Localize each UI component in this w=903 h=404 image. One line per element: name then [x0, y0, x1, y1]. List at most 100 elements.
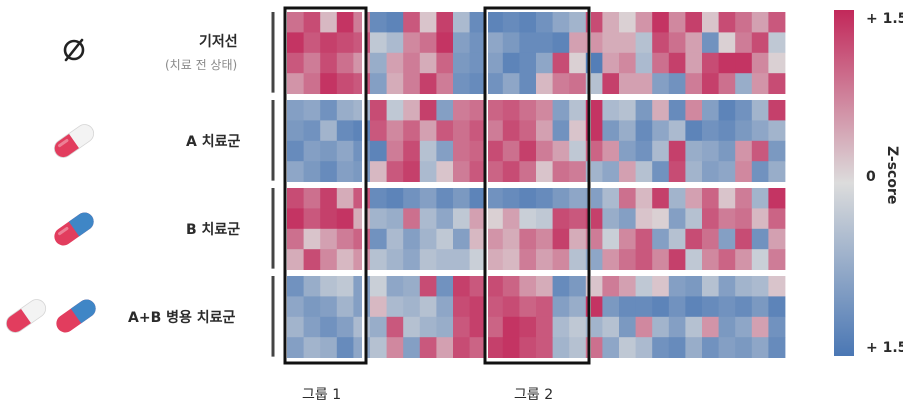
heatmap-cell [536, 188, 553, 209]
heatmap-cell [702, 228, 719, 250]
heatmap-cell [502, 276, 520, 297]
heatmap-cell [536, 73, 553, 94]
heatmap-cell [552, 140, 570, 162]
heatmap-cell [469, 276, 487, 297]
heatmap-cell [751, 296, 769, 318]
heatmap-cell [552, 296, 570, 318]
heatmap-cell [336, 296, 354, 318]
heatmap-cell [536, 140, 553, 162]
heatmap-cell [336, 188, 354, 209]
heatmap-cell [386, 100, 404, 121]
heatmap-cell [403, 228, 421, 250]
heatmap-cell [436, 296, 454, 318]
heatmap-cell [536, 316, 553, 338]
heatmap-cell [735, 208, 753, 230]
heatmap-cell [635, 188, 653, 209]
heatmap-cell [685, 140, 703, 162]
row-label-a: A 치료군 [186, 134, 241, 150]
heatmap-cell [751, 188, 769, 209]
heatmap-cell [486, 296, 504, 318]
heatmap-cell [569, 32, 587, 54]
heatmap-cell [486, 249, 504, 270]
heatmap-cell [635, 73, 653, 94]
heatmap-cell [718, 337, 736, 358]
heatmap-cell [287, 208, 304, 230]
heatmap-cell [619, 161, 636, 182]
heatmap-cell [386, 73, 404, 94]
heatmap-cell [403, 52, 421, 74]
colorbar-title: Z-score [884, 146, 900, 205]
heatmap-cell [652, 276, 670, 297]
heatmap-cell [486, 208, 504, 230]
heatmap-cell [353, 276, 371, 297]
heatmap-cell [419, 316, 437, 338]
heatmap-cell [552, 249, 570, 270]
heatmap-cell [486, 73, 504, 94]
heatmap-cell [602, 100, 620, 121]
heatmap-cell [519, 337, 537, 358]
heatmap-cell [353, 316, 371, 338]
heatmap-cell [685, 32, 703, 54]
heatmap-cell [436, 249, 454, 270]
heatmap-cell [602, 208, 620, 230]
heatmap-cell [619, 296, 636, 318]
heatmap-cell [718, 73, 736, 94]
heatmap-cell [502, 337, 520, 358]
heatmap-cell [536, 32, 553, 54]
heatmap-cell [619, 276, 636, 297]
heatmap-cell [419, 52, 437, 74]
group-label-2: 그룹 2 [514, 387, 554, 403]
heatmap-cell [635, 32, 653, 54]
heatmap-cell [386, 228, 404, 250]
heatmap-cell [287, 337, 304, 358]
heatmap-cell [519, 12, 537, 33]
heatmap-cell [635, 296, 653, 318]
heatmap-cell [619, 188, 636, 209]
heatmap-cell [668, 276, 686, 297]
heatmap-cell [652, 188, 670, 209]
white-red-capsule-icon [46, 118, 102, 168]
heatmap-cell [668, 140, 686, 162]
heatmap-cell [685, 52, 703, 74]
heatmap-cell [702, 140, 719, 162]
heatmap-cell [519, 296, 537, 318]
heatmap-cell [668, 73, 686, 94]
heatmap-cell [718, 140, 736, 162]
heatmap-cell [419, 208, 437, 230]
heatmap-cell [469, 32, 487, 54]
heatmap-cell [353, 140, 371, 162]
heatmap-cell [668, 228, 686, 250]
heatmap-cell [735, 120, 753, 142]
heatmap-cell [486, 140, 504, 162]
heatmap-cell [370, 32, 387, 54]
heatmap-cell [370, 100, 387, 121]
heatmap-cell [469, 140, 487, 162]
heatmap-cell [735, 188, 753, 209]
heatmap-cell [370, 337, 387, 358]
heatmap-cell [486, 100, 504, 121]
heatmap-cell [320, 228, 338, 250]
heatmap-cell [768, 188, 786, 209]
empty-set-icon [58, 34, 90, 70]
heatmap-cell [602, 161, 620, 182]
heatmap-cell [685, 337, 703, 358]
heatmap-cell [386, 208, 404, 230]
heatmap-cell [436, 140, 454, 162]
group-label-1: 그룹 1 [302, 387, 342, 403]
heatmap-cell [403, 316, 421, 338]
heatmap-cell [519, 188, 537, 209]
heatmap-cell [768, 228, 786, 250]
heatmap-cell [320, 52, 338, 74]
group-box-1 [283, 6, 368, 365]
heatmap-cell [303, 296, 321, 318]
heatmap-cell [602, 73, 620, 94]
heatmap-cell [453, 52, 470, 74]
heatmap-cell [685, 316, 703, 338]
heatmap-cell [486, 12, 504, 33]
heatmap-cell [602, 296, 620, 318]
heatmap-cell [370, 52, 387, 74]
heatmap-cell [735, 73, 753, 94]
heatmap-cell [685, 161, 703, 182]
heatmap-cell [751, 52, 769, 74]
heatmap-cell [635, 12, 653, 33]
